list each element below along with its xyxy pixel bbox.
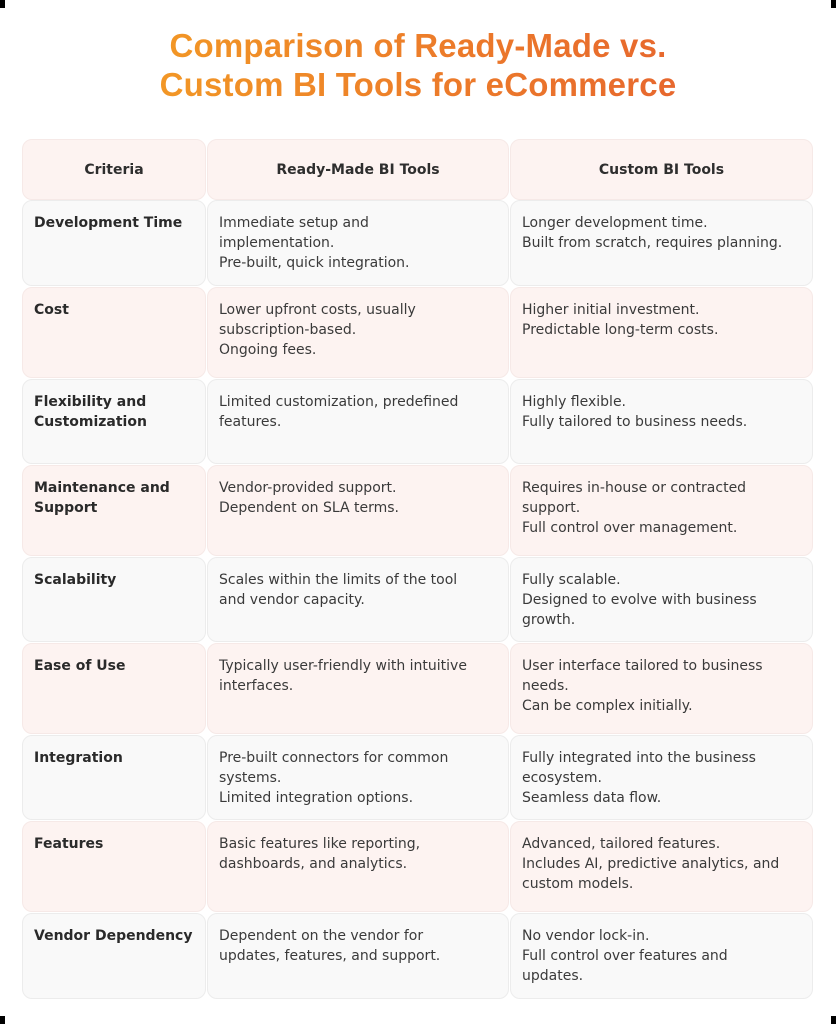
custom-cell: No vendor lock-in. Full control over fea… [510, 913, 813, 999]
table-row: Maintenance and Support Vendor-provided … [22, 465, 813, 556]
criteria-cell: Cost [22, 287, 206, 378]
custom-cell: Requires in-house or contracted support.… [510, 465, 813, 556]
criteria-cell: Maintenance and Support [22, 465, 206, 556]
criteria-cell: Scalability [22, 557, 206, 642]
custom-cell: Longer development time. Built from scra… [510, 200, 813, 286]
custom-cell: Highly flexible. Fully tailored to busin… [510, 379, 813, 464]
table-row: Scalability Scales within the limits of … [22, 557, 813, 642]
header-criteria: Criteria [22, 139, 206, 200]
ready-made-cell: Scales within the limits of the tool and… [207, 557, 509, 642]
ready-made-cell: Dependent on the vendor for updates, fea… [207, 913, 509, 999]
table-row: Flexibility and Customization Limited cu… [22, 379, 813, 464]
custom-cell: Advanced, tailored features. Includes AI… [510, 821, 813, 912]
corner-mark [0, 0, 5, 8]
header-ready-made: Ready-Made BI Tools [207, 139, 509, 200]
criteria-cell: Development Time [22, 200, 206, 286]
corner-mark [831, 1016, 836, 1024]
corner-mark [0, 1016, 5, 1024]
table-row: Vendor Dependency Dependent on the vendo… [22, 913, 813, 999]
corner-mark [831, 0, 836, 8]
table-row: Features Basic features like reporting, … [22, 821, 813, 912]
criteria-cell: Ease of Use [22, 643, 206, 734]
ready-made-cell: Lower upfront costs, usually subscriptio… [207, 287, 509, 378]
table-row: Ease of Use Typically user-friendly with… [22, 643, 813, 734]
criteria-cell: Flexibility and Customization [22, 379, 206, 464]
ready-made-cell: Limited customization, predefined featur… [207, 379, 509, 464]
table-row: Development Time Immediate setup and imp… [22, 200, 813, 286]
ready-made-cell: Typically user-friendly with intuitive i… [207, 643, 509, 734]
custom-cell: User interface tailored to business need… [510, 643, 813, 734]
custom-cell: Fully scalable. Designed to evolve with … [510, 557, 813, 642]
criteria-cell: Features [22, 821, 206, 912]
criteria-cell: Integration [22, 735, 206, 820]
ready-made-cell: Vendor-provided support. Dependent on SL… [207, 465, 509, 556]
custom-cell: Higher initial investment. Predictable l… [510, 287, 813, 378]
criteria-cell: Vendor Dependency [22, 913, 206, 999]
custom-cell: Fully integrated into the business ecosy… [510, 735, 813, 820]
header-custom: Custom BI Tools [510, 139, 813, 200]
ready-made-cell: Pre-built connectors for common systems.… [207, 735, 509, 820]
ready-made-cell: Immediate setup and implementation. Pre-… [207, 200, 509, 286]
table-row: Cost Lower upfront costs, usually subscr… [22, 287, 813, 378]
table-header-row: Criteria Ready-Made BI Tools Custom BI T… [22, 139, 813, 200]
ready-made-cell: Basic features like reporting, dashboard… [207, 821, 509, 912]
page-title: Comparison of Ready-Made vs. Custom BI T… [0, 26, 836, 104]
table-row: Integration Pre-built connectors for com… [22, 735, 813, 820]
